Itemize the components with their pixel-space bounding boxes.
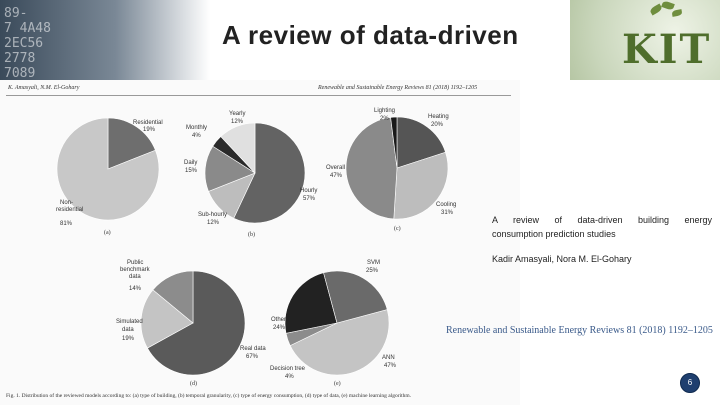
page-number-badge: 6 (680, 373, 700, 393)
label-cooling: Cooling (436, 202, 456, 208)
pie-slice-c-overall (345, 117, 398, 220)
pie-slice-a-residential (107, 117, 156, 170)
pie-slice-b-hourly (233, 122, 306, 224)
label-nonresidential-pct: 81% (60, 221, 73, 227)
label-subhourly: Sub-hourly (198, 212, 227, 218)
paper-figure: K. Amasyali, N.M. El-Gohary Renewable an… (0, 80, 520, 405)
label-benchmark: benchmark (120, 267, 151, 273)
figure-caption: Fig. 1. Distribution of the reviewed mod… (6, 393, 412, 399)
label-nonresidential-2: residential (56, 207, 83, 213)
label-overall: Overall (326, 165, 345, 171)
header-digital-background: 89- 7 4A48 2EC56 2778 7089 (0, 0, 210, 80)
label-overall-pct: 47% (330, 173, 343, 179)
slide-title: A review of data-driven (222, 20, 519, 50)
label-lighting: Lighting (374, 108, 395, 114)
pie-slice-c-heating (396, 116, 446, 169)
label-cooling-pct: 31% (441, 210, 454, 216)
pie-slice-b-yearly (220, 122, 256, 174)
label-decisiontree-pct: 4% (285, 374, 294, 380)
panel-label-e: (e) (334, 380, 341, 387)
label-ann: ANN (382, 355, 395, 361)
label-nonresidential: Non- (60, 200, 73, 206)
reference-authors: Kadir Amasyali, Nora M. El-Gohary (492, 254, 632, 264)
label-simulated: Simulated (116, 319, 143, 325)
label-simulated-data: data (122, 327, 134, 333)
label-yearly: Yearly (229, 111, 245, 117)
logo-background (570, 0, 720, 80)
pie-slice-c-cooling (393, 151, 449, 220)
label-lighting-pct: 2% (380, 116, 389, 122)
label-daily: Daily (184, 160, 197, 166)
label-realdata-pct: 67% (246, 354, 259, 360)
pie-slice-a-non-residential (56, 117, 160, 221)
label-subhourly-pct: 12% (207, 220, 220, 226)
pie-slice-d-real-data (147, 270, 246, 376)
pie-charts: Residential 19% Non- residential 81% Yea… (56, 108, 456, 387)
label-other-pct: 24% (273, 325, 286, 331)
label-heating-pct: 20% (431, 122, 444, 128)
slide-header: 89- 7 4A48 2EC56 2778 7089 A review of d… (0, 0, 720, 80)
label-svm-pct: 25% (366, 268, 379, 274)
kit-logo: KIT (622, 26, 712, 73)
panel-label-b: (b) (248, 231, 255, 238)
pie-slice-d-simulated-data (140, 289, 194, 349)
label-ann-pct: 47% (384, 363, 397, 369)
label-hourly-pct: 57% (303, 196, 316, 202)
label-residential: Residential (133, 120, 163, 126)
pie-slice-e-other (284, 272, 338, 334)
label-public-pct: 14% (129, 286, 142, 292)
pie-slice-e-ann (289, 309, 390, 376)
label-decisiontree: Decision tree (270, 366, 306, 372)
reference-journal[interactable]: Renewable and Sustainable Energy Reviews… (446, 325, 713, 336)
label-residential-pct: 19% (143, 127, 156, 133)
figure-header-rule (6, 95, 511, 96)
pie-slice-e-svm (323, 270, 388, 324)
panel-label-c: (c) (394, 225, 401, 232)
panel-label-d: (d) (190, 380, 197, 387)
label-monthly: Monthly (186, 125, 207, 131)
label-public: Public (127, 260, 143, 266)
label-heating: Heating (428, 114, 449, 120)
label-simulated-pct: 19% (122, 336, 135, 342)
pie-slice-d-public-benchmark-data (152, 270, 194, 324)
reference-title-line1: A review of data-driven building energy (492, 215, 712, 225)
label-realdata: Real data (240, 346, 266, 352)
figure-header-journal: Renewable and Sustainable Energy Reviews… (318, 85, 478, 91)
label-other: Other (271, 317, 286, 323)
panel-label-a: (a) (104, 229, 111, 236)
reference-title-line2: consumption prediction studies (492, 229, 616, 239)
label-svm: SVM (367, 260, 380, 266)
pie-slice-c-lighting (390, 116, 398, 169)
background-digits: 89- 7 4A48 2EC56 2778 7089 (4, 6, 51, 80)
label-monthly-pct: 4% (192, 133, 201, 139)
label-benchmark-data: data (129, 274, 141, 280)
label-daily-pct: 15% (185, 168, 198, 174)
label-hourly: Hourly (300, 188, 317, 194)
figure-header-authors: K. Amasyali, N.M. El-Gohary (8, 85, 80, 91)
label-yearly-pct: 12% (231, 119, 244, 125)
